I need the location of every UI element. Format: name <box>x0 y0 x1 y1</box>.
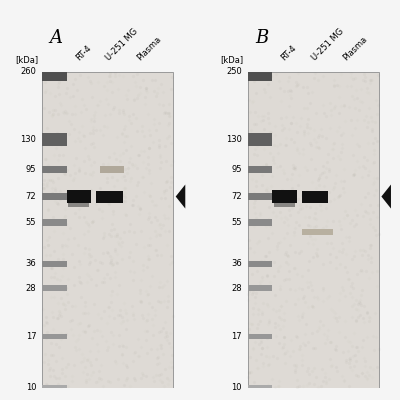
Text: 55: 55 <box>232 218 242 227</box>
Text: Plasma: Plasma <box>136 35 163 62</box>
FancyBboxPatch shape <box>42 70 67 82</box>
Text: 36: 36 <box>231 259 242 268</box>
Text: 72: 72 <box>231 192 242 201</box>
FancyBboxPatch shape <box>100 166 124 173</box>
Text: 17: 17 <box>26 332 36 341</box>
Text: 28: 28 <box>26 284 36 293</box>
FancyBboxPatch shape <box>42 261 67 267</box>
Text: RT-4: RT-4 <box>74 44 93 62</box>
FancyBboxPatch shape <box>272 190 297 204</box>
FancyBboxPatch shape <box>96 191 122 203</box>
Text: 10: 10 <box>26 384 36 392</box>
Text: 130: 130 <box>20 135 36 144</box>
Text: 72: 72 <box>26 192 36 201</box>
Text: 55: 55 <box>26 218 36 227</box>
FancyBboxPatch shape <box>248 137 272 146</box>
Polygon shape <box>176 184 185 208</box>
FancyBboxPatch shape <box>248 261 272 267</box>
FancyBboxPatch shape <box>42 72 173 388</box>
FancyBboxPatch shape <box>248 193 272 200</box>
Text: 95: 95 <box>232 165 242 174</box>
Text: U-251 MG: U-251 MG <box>104 27 140 62</box>
FancyBboxPatch shape <box>248 285 272 291</box>
Text: Plasma: Plasma <box>341 35 369 62</box>
Text: 17: 17 <box>231 332 242 341</box>
FancyBboxPatch shape <box>302 191 328 203</box>
FancyBboxPatch shape <box>302 229 334 235</box>
FancyBboxPatch shape <box>274 203 295 207</box>
FancyBboxPatch shape <box>42 166 67 173</box>
FancyBboxPatch shape <box>248 334 272 339</box>
Text: [kDa]: [kDa] <box>15 55 38 64</box>
Text: A: A <box>50 29 63 47</box>
Text: [kDa]: [kDa] <box>220 55 244 64</box>
FancyBboxPatch shape <box>248 166 272 173</box>
FancyBboxPatch shape <box>42 334 67 339</box>
FancyBboxPatch shape <box>42 132 67 142</box>
FancyBboxPatch shape <box>42 137 67 146</box>
Polygon shape <box>381 184 391 208</box>
Text: 36: 36 <box>26 259 36 268</box>
FancyBboxPatch shape <box>248 132 272 142</box>
FancyBboxPatch shape <box>42 220 67 226</box>
FancyBboxPatch shape <box>67 190 91 204</box>
FancyBboxPatch shape <box>248 386 272 390</box>
Text: U-251 MG: U-251 MG <box>310 27 346 62</box>
Text: 130: 130 <box>226 135 242 144</box>
FancyBboxPatch shape <box>248 70 272 82</box>
FancyBboxPatch shape <box>42 386 67 390</box>
FancyBboxPatch shape <box>42 193 67 200</box>
FancyBboxPatch shape <box>42 285 67 291</box>
Text: 95: 95 <box>26 165 36 174</box>
FancyBboxPatch shape <box>248 72 379 388</box>
Text: 250: 250 <box>226 68 242 76</box>
FancyBboxPatch shape <box>42 65 67 76</box>
FancyBboxPatch shape <box>248 220 272 226</box>
FancyBboxPatch shape <box>248 65 272 76</box>
Text: RT-4: RT-4 <box>280 44 298 62</box>
FancyBboxPatch shape <box>68 203 90 207</box>
Text: B: B <box>255 29 269 47</box>
Text: 28: 28 <box>231 284 242 293</box>
Text: 260: 260 <box>20 68 36 76</box>
Text: 10: 10 <box>232 384 242 392</box>
